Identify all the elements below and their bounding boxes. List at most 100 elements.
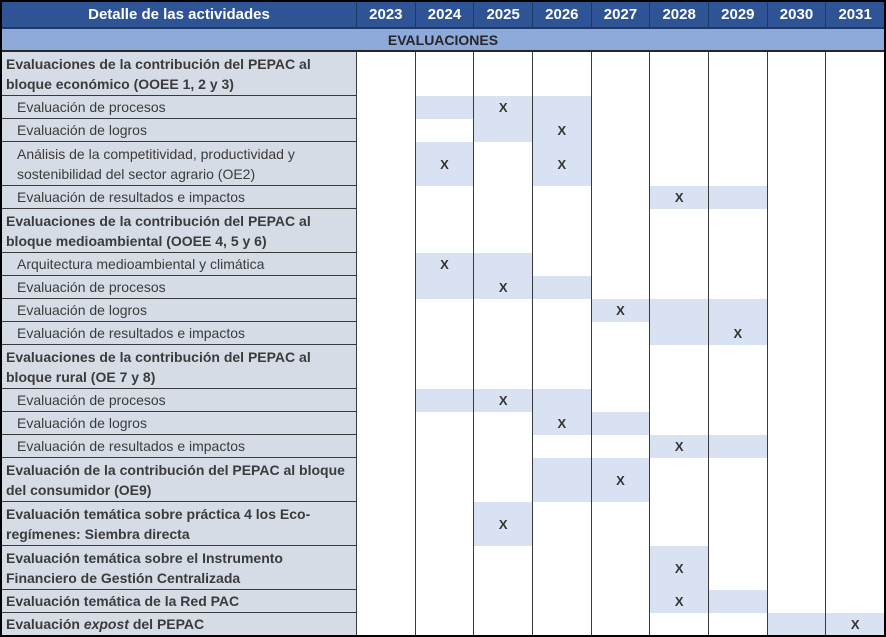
year-cell bbox=[590, 546, 650, 590]
year-cell bbox=[649, 96, 708, 119]
table-row: Evaluación temática de la Red PAC X bbox=[2, 590, 884, 613]
x-mark: X bbox=[557, 416, 567, 431]
col-header-year: 2023 bbox=[356, 2, 415, 27]
x-mark: X bbox=[498, 393, 508, 408]
activity-label: Evaluación de procesos bbox=[17, 279, 166, 295]
year-cell bbox=[649, 52, 708, 96]
col-header-year: 2027 bbox=[590, 2, 650, 27]
year-cell-marked: X bbox=[532, 412, 591, 435]
year-cell bbox=[766, 412, 826, 435]
year-cell-marked: X bbox=[825, 613, 884, 635]
year-cell bbox=[766, 253, 826, 276]
year-cell bbox=[532, 590, 591, 613]
year-cell bbox=[473, 435, 532, 458]
year-cell bbox=[708, 458, 767, 502]
year-cell bbox=[590, 345, 650, 389]
activity-label-cell: Evaluaciones de la contribución del PEPA… bbox=[2, 209, 356, 253]
year-cell bbox=[590, 253, 650, 276]
year-cell bbox=[356, 389, 415, 412]
year-cell bbox=[766, 345, 826, 389]
year-cell bbox=[473, 322, 532, 345]
table-row: Evaluación de procesos X bbox=[2, 96, 884, 119]
x-mark: X bbox=[616, 303, 625, 318]
table-row: Evaluación de resultados e impactos X bbox=[2, 186, 884, 209]
year-cell bbox=[708, 186, 767, 209]
year-cell bbox=[356, 276, 415, 299]
year-cell bbox=[356, 345, 415, 389]
year-cell bbox=[473, 458, 532, 502]
year-cell bbox=[649, 412, 708, 435]
year-cell bbox=[708, 412, 767, 435]
year-cell-marked: X bbox=[473, 276, 532, 299]
year-cell bbox=[473, 345, 532, 389]
year-cell bbox=[356, 253, 415, 276]
activity-label: Evaluación de resultados e impactos bbox=[17, 438, 246, 454]
year-cell bbox=[649, 119, 708, 142]
year-cell bbox=[766, 613, 826, 635]
x-mark: X bbox=[674, 594, 684, 609]
year-cell bbox=[766, 322, 826, 345]
year-cell bbox=[825, 119, 884, 142]
year-cell bbox=[590, 186, 650, 209]
year-cell bbox=[473, 590, 532, 613]
year-cell bbox=[532, 345, 591, 389]
year-cell-marked: X bbox=[708, 322, 767, 345]
activity-label: Evaluación de logros bbox=[17, 122, 147, 138]
year-cell bbox=[590, 412, 650, 435]
year-cell bbox=[766, 96, 826, 119]
year-cell bbox=[708, 435, 767, 458]
year-cell bbox=[708, 142, 767, 186]
year-cell bbox=[590, 276, 650, 299]
activity-label-cell: Evaluación de logros bbox=[2, 299, 356, 322]
year-cell bbox=[473, 613, 532, 635]
table-row: Evaluación expost del PEPAC X bbox=[2, 613, 884, 635]
year-cell bbox=[825, 276, 884, 299]
x-mark: X bbox=[674, 560, 684, 576]
year-cell bbox=[532, 458, 591, 502]
year-cell bbox=[414, 209, 474, 253]
year-cell bbox=[356, 209, 415, 253]
year-cell bbox=[532, 52, 591, 96]
x-mark: X bbox=[440, 156, 449, 172]
year-cell bbox=[356, 96, 415, 119]
year-cell bbox=[590, 322, 650, 345]
year-cell-marked: X bbox=[414, 253, 474, 276]
year-cell bbox=[473, 119, 532, 142]
year-cell bbox=[825, 412, 884, 435]
year-cell bbox=[766, 590, 826, 613]
activity-label-cell: Evaluaciones de la contribución del PEPA… bbox=[2, 52, 356, 96]
year-cell bbox=[766, 209, 826, 253]
year-cell bbox=[708, 253, 767, 276]
year-cell-marked: X bbox=[590, 458, 650, 502]
activity-label: Evaluación de resultados e impactos bbox=[17, 189, 246, 205]
year-cell bbox=[590, 435, 650, 458]
year-cell bbox=[766, 52, 826, 96]
year-cell bbox=[414, 412, 474, 435]
year-cell bbox=[708, 389, 767, 412]
activity-label-cell: Evaluaciones de la contribución del PEPA… bbox=[2, 345, 356, 389]
year-cell bbox=[825, 52, 884, 96]
x-mark: X bbox=[557, 156, 567, 172]
year-cell bbox=[590, 502, 650, 546]
year-cell bbox=[590, 209, 650, 253]
year-cell bbox=[825, 186, 884, 209]
year-cell bbox=[590, 52, 650, 96]
year-cell bbox=[356, 119, 415, 142]
x-mark: X bbox=[498, 516, 508, 532]
table-row: Evaluación de resultados e impactos X bbox=[2, 322, 884, 345]
x-mark: X bbox=[498, 280, 508, 295]
year-cell-marked: X bbox=[649, 590, 708, 613]
year-cell bbox=[473, 299, 532, 322]
year-cell bbox=[414, 613, 474, 635]
year-cell bbox=[649, 389, 708, 412]
year-cell bbox=[766, 299, 826, 322]
year-cell bbox=[766, 389, 826, 412]
col-header-year: 2029 bbox=[708, 2, 767, 27]
year-cell bbox=[766, 142, 826, 186]
year-cell bbox=[414, 52, 474, 96]
x-mark: X bbox=[733, 326, 743, 341]
year-cell bbox=[532, 613, 591, 635]
year-cell bbox=[414, 322, 474, 345]
activity-label: Evaluación expost del PEPAC bbox=[6, 616, 205, 632]
